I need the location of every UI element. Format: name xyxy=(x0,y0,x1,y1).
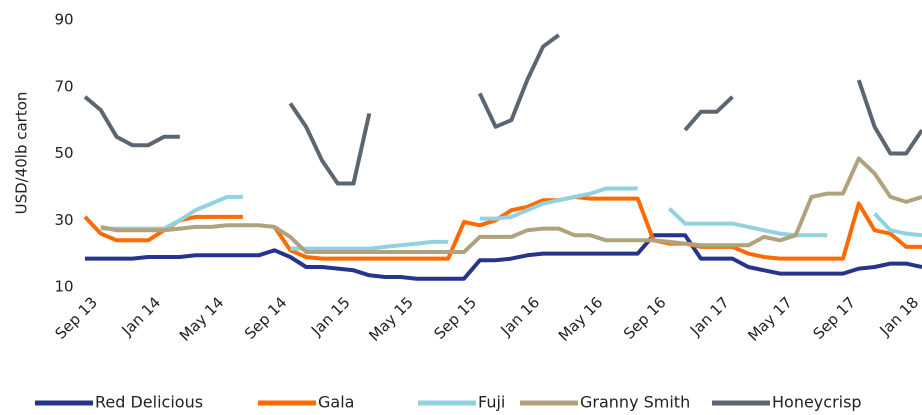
y-tick-label: 90 xyxy=(54,11,73,29)
series-line xyxy=(100,156,922,254)
x-tick-label: Sep 16 xyxy=(620,293,670,343)
y-tick-label: 70 xyxy=(54,77,73,95)
legend-label: Gala xyxy=(318,393,354,412)
x-tick-label: Jan 18 xyxy=(876,293,922,340)
legend-label: Fuji xyxy=(478,393,505,412)
x-tick-label: Sep 15 xyxy=(430,293,480,343)
series-line xyxy=(100,186,922,251)
x-tick-label: May 17 xyxy=(744,293,796,345)
x-tick-label: Jan 16 xyxy=(497,293,544,340)
x-tick-label: Jan 14 xyxy=(118,293,165,340)
legend-label: Red Delicious xyxy=(95,393,203,412)
x-tick-label: Jan 17 xyxy=(686,293,733,340)
y-tick-label: 30 xyxy=(54,211,73,229)
x-tick-label: Sep 17 xyxy=(809,293,859,343)
x-tick-label: May 14 xyxy=(176,293,228,345)
legend-label: Honeycrisp xyxy=(772,393,862,412)
x-tick-label: Sep 14 xyxy=(241,293,291,343)
legend-label: Granny Smith xyxy=(580,393,690,412)
series-line xyxy=(83,33,922,186)
y-axis-title: USD/40lb carton xyxy=(13,92,31,215)
series-line xyxy=(85,233,922,281)
y-tick-label: 50 xyxy=(54,144,73,162)
y-tick-label: 10 xyxy=(54,278,73,296)
x-tick-label: May 15 xyxy=(365,293,417,345)
x-tick-label: May 16 xyxy=(555,293,607,345)
x-tick-label: Sep 13 xyxy=(51,293,101,343)
x-tick-label: Jan 15 xyxy=(307,293,354,340)
